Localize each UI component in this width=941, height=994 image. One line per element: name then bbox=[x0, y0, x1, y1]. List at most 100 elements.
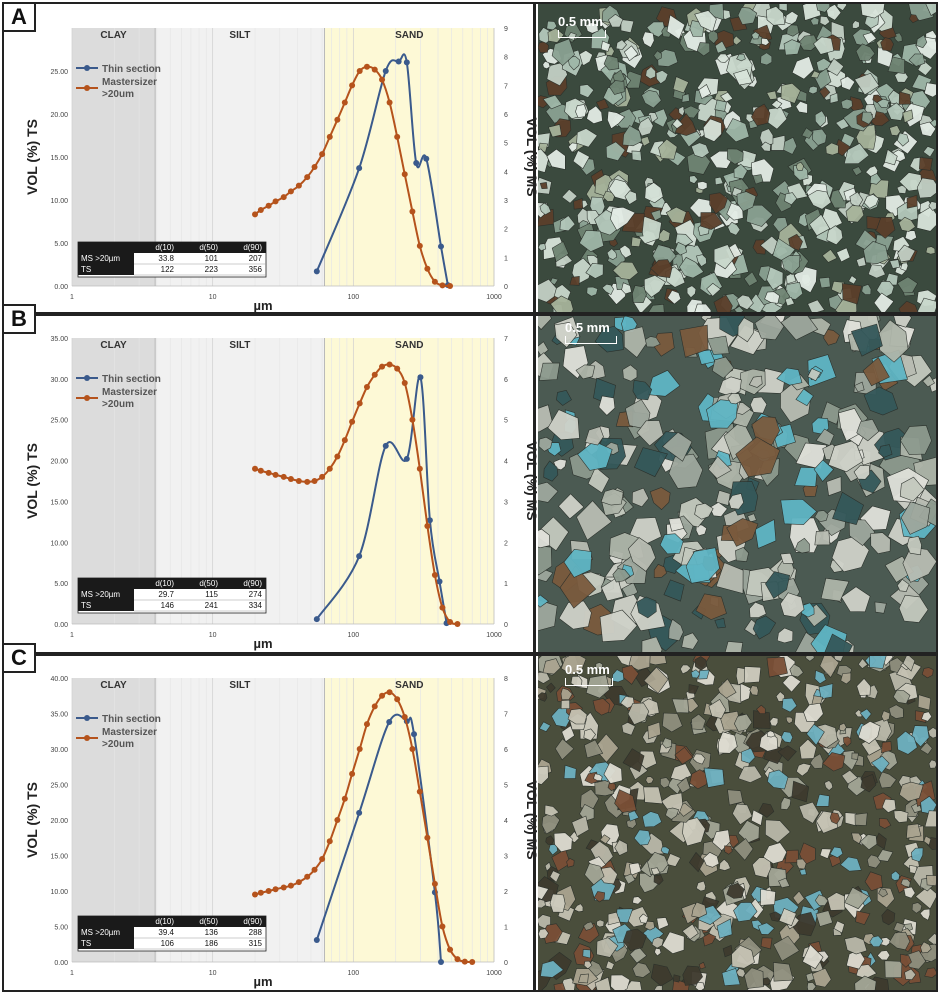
mineral-grain bbox=[810, 16, 820, 26]
mineral-grain bbox=[677, 776, 691, 794]
mineral-grain bbox=[814, 110, 826, 128]
mineral-grain bbox=[696, 42, 711, 57]
mastersizer-point bbox=[334, 453, 341, 460]
mineral-grain bbox=[641, 31, 655, 48]
mastersizer-point bbox=[349, 82, 356, 89]
mineral-grain bbox=[647, 369, 681, 397]
scale-bar-b bbox=[565, 336, 617, 344]
mastersizer-point bbox=[311, 866, 318, 873]
mineral-grain bbox=[594, 976, 612, 990]
mineral-grain bbox=[751, 31, 760, 40]
mineral-grain bbox=[585, 22, 599, 34]
d-stats-table-header bbox=[78, 242, 266, 253]
mineral-grain bbox=[819, 15, 831, 26]
right-tick-label: 2 bbox=[504, 889, 508, 896]
right-tick-label: 7 bbox=[504, 83, 508, 90]
mineral-grain bbox=[905, 950, 927, 970]
mineral-grain bbox=[776, 367, 803, 386]
mineral-grain bbox=[567, 708, 588, 725]
left-tick-label: 15.00 bbox=[50, 499, 68, 506]
mineral-grain bbox=[538, 481, 559, 503]
mineral-grain bbox=[919, 908, 931, 921]
mineral-grain bbox=[583, 921, 595, 931]
mastersizer-point bbox=[424, 522, 431, 529]
mineral-grain bbox=[579, 84, 595, 98]
mineral-grain bbox=[759, 128, 774, 147]
mineral-grain bbox=[662, 712, 683, 733]
mineral-grain bbox=[751, 857, 772, 879]
mineral-grain bbox=[765, 571, 791, 599]
mineral-grain bbox=[645, 776, 654, 785]
mineral-grain bbox=[859, 708, 872, 721]
right-tick-label: 5 bbox=[504, 418, 508, 425]
mineral-grain bbox=[667, 290, 682, 305]
mineral-grain bbox=[599, 866, 618, 885]
right-tick-label: 9 bbox=[504, 26, 508, 33]
mineral-grain bbox=[851, 832, 863, 845]
mineral-grain bbox=[703, 767, 725, 788]
mineral-grain bbox=[902, 109, 914, 124]
mineral-grain bbox=[815, 910, 833, 927]
mineral-grain bbox=[897, 244, 916, 263]
mineral-grain bbox=[807, 189, 832, 210]
mineral-grain bbox=[712, 829, 731, 852]
mineral-grain bbox=[679, 324, 709, 358]
mineral-grain bbox=[923, 835, 932, 846]
mineral-grain bbox=[924, 810, 936, 828]
mineral-grain bbox=[583, 728, 596, 742]
left-tick-label: 35.00 bbox=[50, 712, 68, 719]
thin-section-point bbox=[438, 959, 445, 965]
mineral-grain bbox=[694, 303, 712, 312]
mineral-grain bbox=[702, 851, 720, 868]
mineral-grain bbox=[558, 493, 585, 520]
mastersizer-point bbox=[431, 278, 438, 285]
x-tick-label: 10 bbox=[209, 294, 217, 301]
table-cell: 122 bbox=[161, 265, 175, 274]
mineral-grain bbox=[870, 755, 890, 774]
mineral-grain bbox=[789, 663, 804, 678]
mineral-grain bbox=[638, 913, 649, 924]
table-cell: 288 bbox=[249, 928, 263, 937]
mastersizer-point bbox=[401, 714, 408, 721]
mineral-grain bbox=[776, 627, 794, 644]
mineral-grain bbox=[815, 428, 835, 446]
mineral-grain bbox=[579, 229, 605, 253]
mineral-grain bbox=[681, 93, 690, 103]
mineral-grain bbox=[650, 209, 662, 222]
panel-label-a: A bbox=[2, 2, 36, 32]
mastersizer-point bbox=[272, 471, 279, 478]
mineral-grain bbox=[607, 782, 616, 792]
zone-label-sand: SAND bbox=[395, 340, 423, 351]
left-axis-title: VOL (%) TS bbox=[24, 782, 40, 858]
mastersizer-point bbox=[356, 68, 363, 74]
mineral-grain bbox=[702, 933, 717, 947]
mineral-grain bbox=[924, 967, 936, 978]
mineral-grain bbox=[603, 762, 623, 784]
mineral-grain bbox=[900, 501, 931, 535]
clay-zone bbox=[72, 678, 156, 962]
table-row-label-bg bbox=[78, 264, 134, 275]
mineral-grain bbox=[878, 817, 892, 829]
mineral-grain bbox=[691, 713, 707, 731]
mineral-grain bbox=[866, 854, 882, 869]
mineral-grain bbox=[603, 54, 620, 71]
mastersizer-point bbox=[319, 856, 326, 863]
thin-section-point bbox=[438, 243, 445, 250]
mineral-grain bbox=[887, 56, 905, 74]
table-cell: 106 bbox=[161, 939, 175, 948]
mineral-grain bbox=[743, 666, 762, 684]
mineral-grain bbox=[692, 753, 706, 765]
mineral-grain bbox=[780, 592, 805, 618]
legend-ms-marker bbox=[84, 735, 90, 741]
mineral-grain bbox=[547, 409, 580, 441]
mineral-grain bbox=[674, 746, 694, 765]
mineral-grain bbox=[631, 150, 642, 162]
mineral-grain bbox=[653, 874, 664, 885]
mineral-grain bbox=[681, 632, 699, 650]
thin-section-micrograph-c bbox=[538, 656, 936, 990]
mineral-grain bbox=[737, 317, 755, 343]
mastersizer-point bbox=[304, 873, 311, 880]
mineral-grain bbox=[906, 535, 922, 556]
mineral-grain bbox=[875, 849, 894, 862]
mastersizer-point bbox=[257, 467, 264, 474]
